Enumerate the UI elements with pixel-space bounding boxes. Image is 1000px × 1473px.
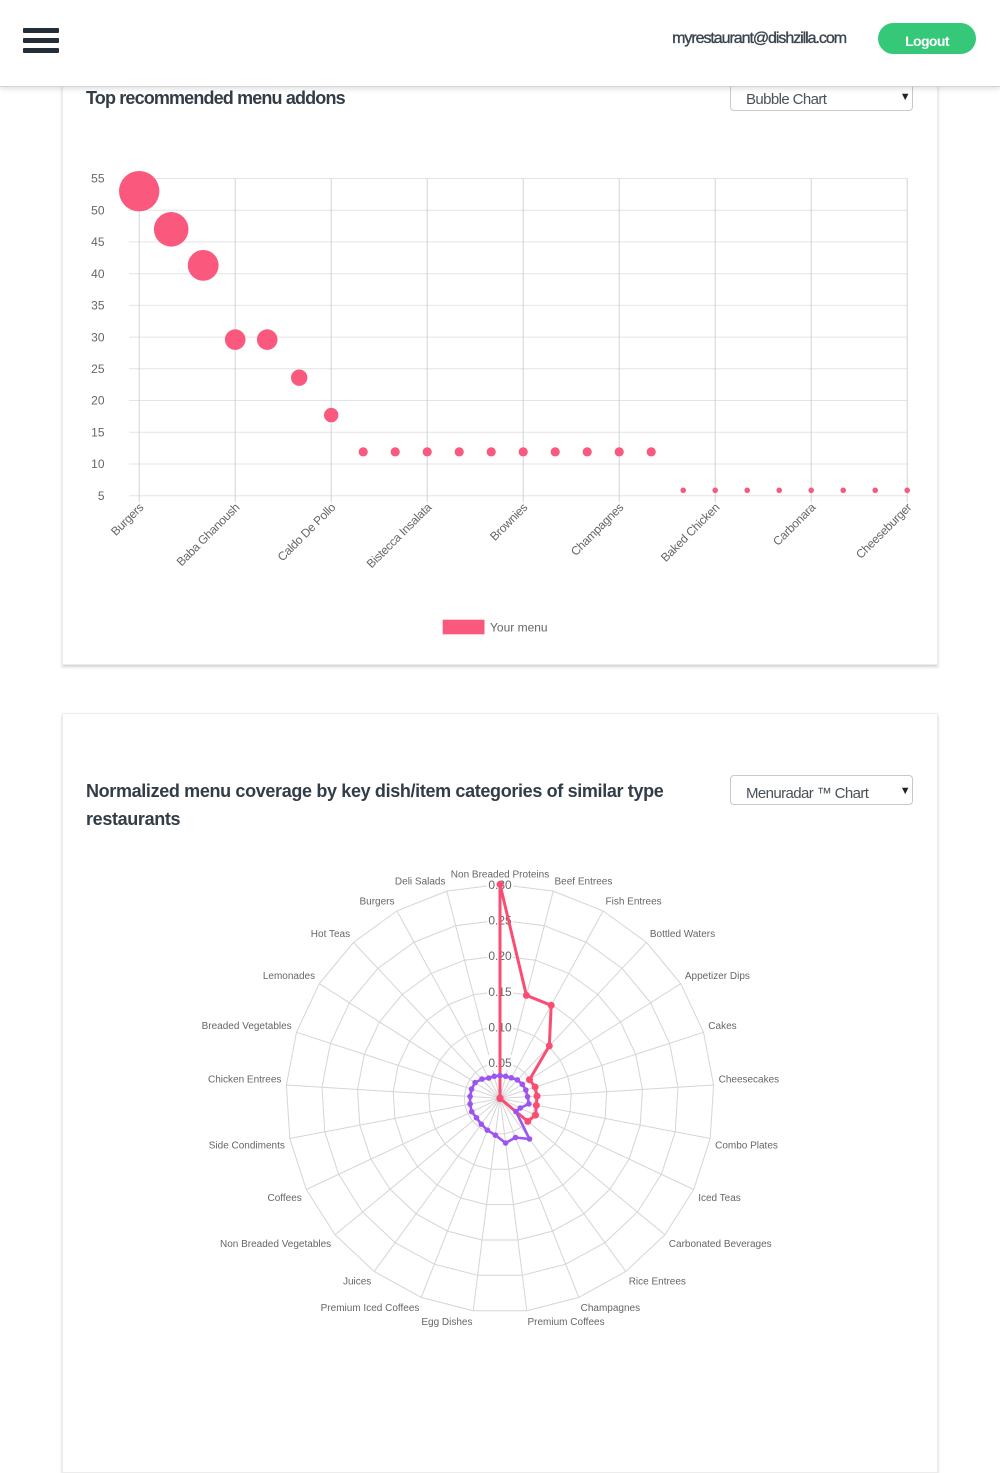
svg-text:5: 5: [98, 489, 105, 503]
svg-text:Premium Coffees: Premium Coffees: [528, 1317, 605, 1328]
svg-text:Brownies: Brownies: [487, 500, 530, 543]
svg-text:Burgers: Burgers: [359, 897, 394, 908]
svg-text:Burgers: Burgers: [108, 500, 146, 538]
svg-text:Rice Entrees: Rice Entrees: [629, 1277, 686, 1288]
svg-text:Juices: Juices: [343, 1277, 371, 1288]
svg-text:Cheesecakes: Cheesecakes: [719, 1075, 780, 1086]
svg-text:Carbonated Beverages: Carbonated Beverages: [669, 1239, 772, 1250]
svg-text:Appetizer Dips: Appetizer Dips: [685, 971, 750, 982]
svg-text:50: 50: [91, 203, 105, 217]
svg-text:Non Breaded Vegetables: Non Breaded Vegetables: [220, 1239, 331, 1250]
svg-text:Beef Entrees: Beef Entrees: [555, 876, 613, 887]
svg-text:Side Condiments: Side Condiments: [209, 1141, 285, 1152]
svg-text:25: 25: [91, 362, 105, 376]
svg-text:Lemonades: Lemonades: [263, 971, 315, 982]
svg-text:40: 40: [91, 267, 105, 281]
svg-text:Baked Chicken: Baked Chicken: [658, 500, 722, 564]
svg-text:Carbonara: Carbonara: [770, 500, 819, 549]
svg-text:Cheeseburger: Cheeseburger: [853, 500, 914, 561]
svg-text:Deli Salads: Deli Salads: [395, 876, 446, 887]
svg-text:Non Breaded Proteins: Non Breaded Proteins: [451, 870, 549, 881]
svg-text:55: 55: [91, 172, 105, 186]
svg-text:Combo Plates: Combo Plates: [715, 1141, 778, 1152]
svg-text:Chicken Entrees: Chicken Entrees: [208, 1075, 281, 1086]
svg-text:30: 30: [91, 330, 105, 344]
svg-text:Bottled Waters: Bottled Waters: [650, 929, 715, 940]
svg-text:Breaded Vegetables: Breaded Vegetables: [202, 1021, 292, 1032]
svg-text:Your menu: Your menu: [490, 620, 548, 634]
svg-text:15: 15: [91, 426, 105, 440]
svg-text:Baba Ghanoush: Baba Ghanoush: [174, 500, 242, 568]
svg-text:20: 20: [91, 394, 105, 408]
svg-text:Champagnes: Champagnes: [581, 1303, 640, 1314]
svg-text:10: 10: [91, 457, 105, 471]
svg-text:35: 35: [91, 299, 105, 313]
svg-text:Cakes: Cakes: [708, 1021, 736, 1032]
svg-text:Egg Dishes: Egg Dishes: [421, 1317, 472, 1328]
svg-text:Bistecca Insalata: Bistecca Insalata: [364, 500, 435, 571]
svg-text:Fish Entrees: Fish Entrees: [606, 897, 662, 908]
svg-text:Hot Teas: Hot Teas: [311, 929, 350, 940]
svg-text:45: 45: [91, 235, 105, 249]
svg-text:Champagnes: Champagnes: [568, 500, 626, 558]
svg-text:Caldo De Pollo: Caldo De Pollo: [275, 500, 339, 564]
svg-text:Iced Teas: Iced Teas: [698, 1193, 741, 1204]
svg-text:Coffees: Coffees: [268, 1193, 302, 1204]
svg-text:Premium Iced Coffees: Premium Iced Coffees: [321, 1303, 420, 1314]
